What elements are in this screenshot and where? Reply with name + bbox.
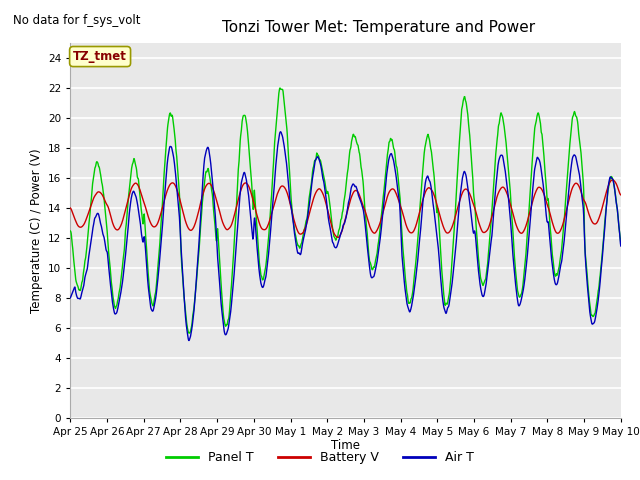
Panel T — [189, 310, 197, 316]
Text: No data for f_sys_volt: No data for f_sys_volt — [13, 14, 140, 27]
Air T — [617, 243, 625, 249]
Air T — [175, 214, 183, 220]
X-axis label: Time: Time — [331, 439, 360, 453]
Panel T — [186, 330, 193, 336]
Line: Battery V: Battery V — [70, 180, 621, 238]
Line: Air T: Air T — [70, 132, 621, 340]
Air T — [276, 129, 284, 135]
Battery V — [334, 235, 342, 240]
Air T — [189, 315, 197, 321]
Title: Tonzi Tower Met: Temperature and Power: Tonzi Tower Met: Temperature and Power — [222, 20, 535, 35]
Legend: Panel T, Battery V, Air T: Panel T, Battery V, Air T — [161, 446, 479, 469]
Panel T — [432, 195, 440, 201]
Y-axis label: Temperature (C) / Power (V): Temperature (C) / Power (V) — [29, 148, 43, 312]
Battery V — [504, 191, 511, 197]
Air T — [552, 282, 560, 288]
Text: TZ_tmet: TZ_tmet — [73, 50, 127, 63]
Battery V — [609, 177, 616, 183]
Panel T — [276, 85, 284, 91]
Air T — [67, 295, 74, 300]
Battery V — [552, 229, 559, 235]
Air T — [185, 337, 193, 343]
Air T — [432, 222, 440, 228]
Panel T — [552, 272, 560, 277]
Air T — [251, 215, 259, 221]
Panel T — [617, 240, 625, 246]
Battery V — [67, 205, 74, 211]
Battery V — [250, 202, 258, 208]
Battery V — [431, 196, 439, 202]
Panel T — [504, 156, 511, 162]
Panel T — [67, 228, 74, 234]
Air T — [504, 187, 511, 193]
Battery V — [175, 195, 183, 201]
Panel T — [251, 193, 259, 199]
Battery V — [189, 226, 196, 232]
Line: Panel T: Panel T — [70, 88, 621, 333]
Panel T — [175, 191, 183, 197]
Battery V — [617, 192, 625, 198]
